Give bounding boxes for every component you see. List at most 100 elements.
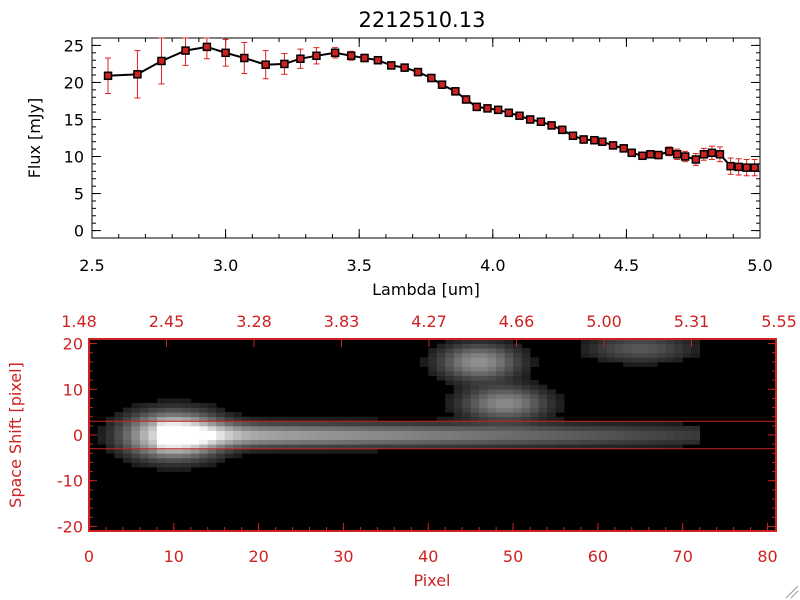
image-pixel xyxy=(275,430,285,436)
image-pixel xyxy=(106,435,115,440)
spectrum-x-tick-label: 5.0 xyxy=(747,256,772,275)
image-pixel xyxy=(165,439,175,445)
image-pixel xyxy=(173,457,183,463)
image-pixel xyxy=(326,448,336,454)
spectrum-x-tick-label: 2.5 xyxy=(79,256,104,275)
image-pixel xyxy=(631,439,641,445)
image-pixel xyxy=(233,453,243,459)
image-pixel xyxy=(614,425,624,431)
image-pixel xyxy=(165,430,175,436)
image-pixel xyxy=(657,339,667,344)
image-pixel xyxy=(606,430,616,436)
image-pixel xyxy=(453,403,463,408)
image-pixel xyxy=(496,407,505,413)
image-pixel xyxy=(139,425,149,431)
image-pixel xyxy=(665,357,675,363)
image-pixel xyxy=(564,435,573,440)
image-pixel xyxy=(623,339,633,344)
image-pixel xyxy=(530,444,539,450)
image-pixel xyxy=(165,467,175,472)
image-pixel xyxy=(445,430,455,436)
image-pixel xyxy=(479,412,488,418)
image-pixel xyxy=(479,375,488,381)
image-pixel xyxy=(555,393,565,399)
image-pixel xyxy=(233,425,243,431)
image-pixel xyxy=(453,407,463,413)
image-pixel xyxy=(419,444,429,450)
image-pixel xyxy=(267,421,276,427)
image-pixel xyxy=(436,366,446,372)
image-pixel xyxy=(487,421,497,427)
image-pixel xyxy=(131,448,141,454)
image-pixel xyxy=(436,444,446,450)
image-pixel xyxy=(156,412,166,418)
image-pixel xyxy=(682,425,692,431)
image-pixel xyxy=(513,389,522,395)
image-pixel xyxy=(504,425,514,431)
image-pixel xyxy=(606,439,616,445)
image-pixel xyxy=(335,444,344,450)
image-pixel xyxy=(318,444,327,450)
image-pixel xyxy=(190,416,200,422)
image-pixel xyxy=(496,412,505,418)
spectrum-point xyxy=(590,135,599,145)
image-pixel xyxy=(470,375,480,381)
image-pixel xyxy=(394,444,404,450)
image-pixel xyxy=(385,430,395,436)
image-pixel xyxy=(513,430,522,436)
image-pixel xyxy=(538,398,548,404)
image-pixel xyxy=(173,453,183,459)
image-pixel xyxy=(207,448,217,454)
spectrum-point xyxy=(400,63,409,72)
image-pixel xyxy=(216,457,226,463)
image-pixel xyxy=(538,407,548,413)
image-pixel xyxy=(428,430,438,436)
image-pixel xyxy=(216,407,226,413)
image-pixel xyxy=(258,430,268,436)
resize-grip-icon[interactable] xyxy=(785,585,799,599)
image-pixel xyxy=(326,425,336,431)
image-pixel xyxy=(207,430,217,436)
image-pixel xyxy=(623,357,633,363)
image-pixel xyxy=(199,453,209,459)
image-pixel xyxy=(479,339,488,344)
image-pixel xyxy=(267,416,276,422)
spectrum-point xyxy=(664,147,674,156)
image-pixel xyxy=(462,444,472,450)
image-pixel xyxy=(665,348,675,354)
image-pixel xyxy=(122,412,132,418)
spectrum-point xyxy=(598,137,607,146)
image-pixel xyxy=(657,430,667,436)
spectrum-point xyxy=(387,61,396,70)
image-pixel xyxy=(665,435,675,440)
spectrum-y-tick-label: 25 xyxy=(64,36,84,55)
image-pixel xyxy=(470,384,480,390)
image-pixel xyxy=(470,412,480,418)
image-pixel xyxy=(470,357,480,363)
image-pixel xyxy=(360,421,370,427)
image-pixel xyxy=(377,439,387,445)
image-pixel xyxy=(402,421,412,427)
image-pixel xyxy=(597,421,607,427)
image-pixel xyxy=(411,435,421,440)
image-pixel xyxy=(648,361,658,367)
image-pixel xyxy=(182,444,192,450)
image-pixel xyxy=(301,439,310,445)
image-pixel xyxy=(479,439,488,445)
image-pixel xyxy=(284,416,293,422)
image-pixel xyxy=(496,366,505,372)
image-pixel xyxy=(301,444,310,450)
image-pixel xyxy=(470,435,480,440)
image-pixel xyxy=(640,343,650,349)
extraction-lines xyxy=(89,420,776,450)
image-pixel xyxy=(156,448,166,454)
image-pixel xyxy=(233,444,243,450)
image-pixel xyxy=(487,339,497,344)
spectrum-point xyxy=(427,73,436,83)
image-pixel xyxy=(513,403,522,408)
image-pixel xyxy=(530,416,539,422)
image-pixel xyxy=(513,366,522,372)
image-pixel xyxy=(377,430,387,436)
image-pixel xyxy=(445,371,455,376)
image-pixel xyxy=(547,393,556,399)
